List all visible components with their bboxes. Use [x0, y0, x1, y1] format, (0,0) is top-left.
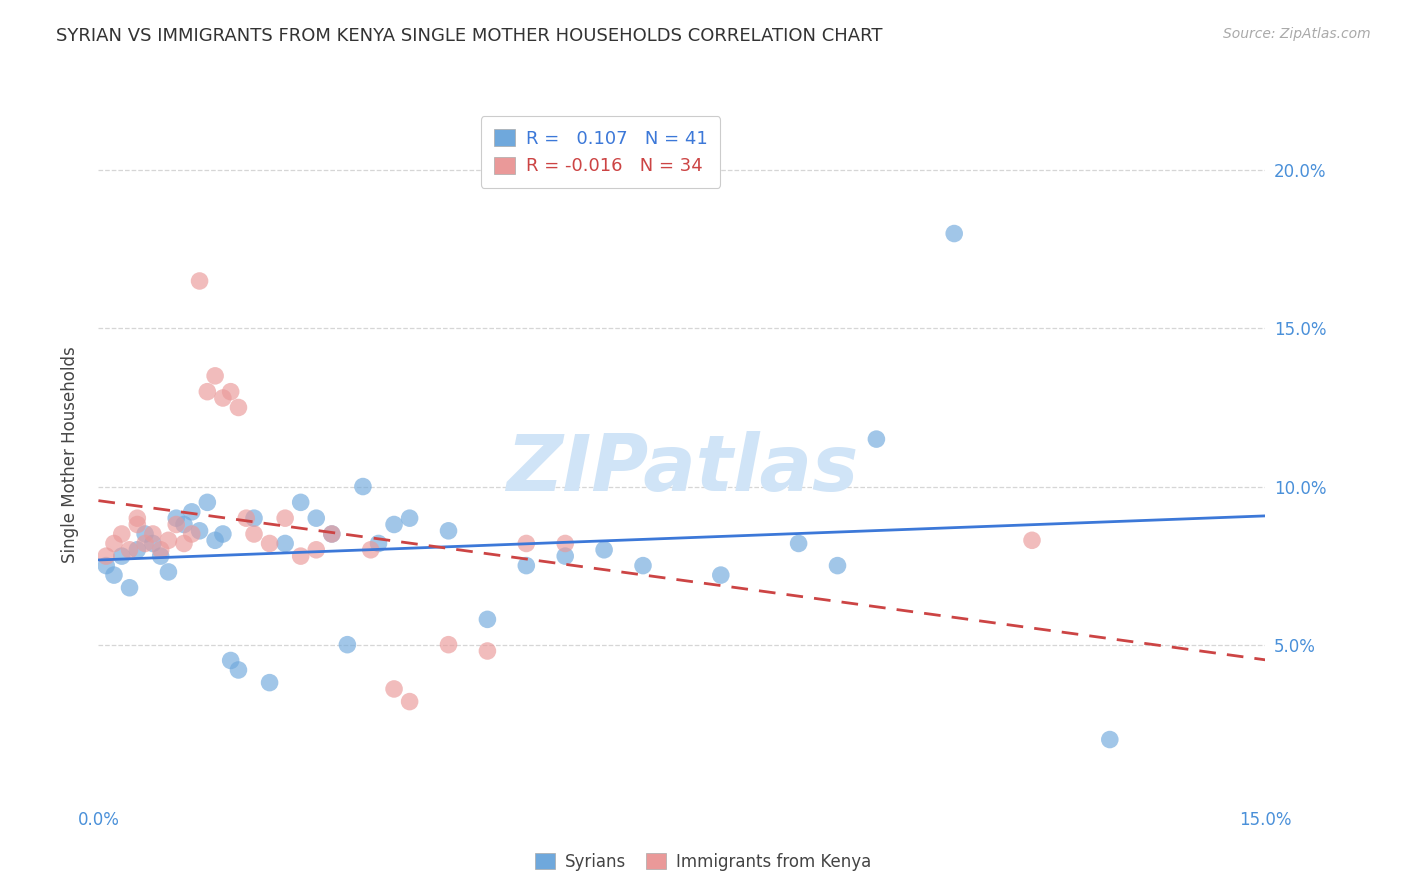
Point	[118, 542, 141, 557]
Point	[274, 511, 297, 525]
Point	[212, 527, 235, 541]
Point	[212, 391, 235, 405]
Point	[554, 549, 576, 563]
Point	[134, 527, 156, 541]
Point	[398, 695, 420, 709]
Point	[437, 638, 460, 652]
Point	[943, 227, 966, 241]
Point	[290, 495, 312, 509]
Point	[1098, 732, 1121, 747]
Text: SYRIAN VS IMMIGRANTS FROM KENYA SINGLE MOTHER HOUSEHOLDS CORRELATION CHART: SYRIAN VS IMMIGRANTS FROM KENYA SINGLE M…	[56, 27, 883, 45]
Legend: Syrians, Immigrants from Kenya: Syrians, Immigrants from Kenya	[526, 845, 880, 880]
Point	[515, 536, 537, 550]
Text: ZIPatlas: ZIPatlas	[506, 431, 858, 507]
Point	[259, 536, 281, 550]
Point	[352, 479, 374, 493]
Point	[96, 549, 118, 563]
Point	[321, 527, 343, 541]
Point	[865, 432, 887, 446]
Point	[228, 401, 250, 415]
Point	[127, 517, 149, 532]
Point	[195, 384, 218, 399]
Point	[180, 505, 202, 519]
Y-axis label: Single Mother Households: Single Mother Households	[60, 347, 79, 563]
Point	[305, 511, 328, 525]
Point	[195, 495, 218, 509]
Point	[305, 542, 328, 557]
Point	[593, 542, 616, 557]
Point	[515, 558, 537, 573]
Point	[165, 511, 187, 525]
Point	[219, 384, 242, 399]
Point	[204, 368, 226, 383]
Point	[398, 511, 420, 525]
Point	[118, 581, 141, 595]
Point	[219, 653, 242, 667]
Point	[787, 536, 810, 550]
Point	[127, 542, 149, 557]
Point	[243, 527, 266, 541]
Point	[367, 536, 389, 550]
Point	[1021, 533, 1043, 548]
Point	[554, 536, 576, 550]
Point	[382, 681, 405, 696]
Point	[243, 511, 266, 525]
Point	[127, 511, 149, 525]
Point	[188, 274, 211, 288]
Point	[173, 517, 195, 532]
Point	[111, 549, 134, 563]
Point	[827, 558, 849, 573]
Point	[142, 527, 165, 541]
Point	[477, 644, 499, 658]
Point	[437, 524, 460, 538]
Point	[228, 663, 250, 677]
Point	[180, 527, 202, 541]
Point	[360, 542, 382, 557]
Point	[290, 549, 312, 563]
Point	[188, 524, 211, 538]
Point	[134, 536, 156, 550]
Point	[382, 517, 405, 532]
Point	[149, 542, 172, 557]
Point	[103, 568, 125, 582]
Point	[204, 533, 226, 548]
Point	[111, 527, 134, 541]
Point	[149, 549, 172, 563]
Point	[157, 565, 180, 579]
Point	[274, 536, 297, 550]
Text: Source: ZipAtlas.com: Source: ZipAtlas.com	[1223, 27, 1371, 41]
Point	[173, 536, 195, 550]
Point	[157, 533, 180, 548]
Point	[96, 558, 118, 573]
Point	[142, 536, 165, 550]
Point	[477, 612, 499, 626]
Point	[710, 568, 733, 582]
Point	[103, 536, 125, 550]
Point	[321, 527, 343, 541]
Point	[259, 675, 281, 690]
Point	[336, 638, 359, 652]
Point	[165, 517, 187, 532]
Legend: R =   0.107   N = 41, R = -0.016   N = 34: R = 0.107 N = 41, R = -0.016 N = 34	[481, 116, 720, 188]
Point	[631, 558, 654, 573]
Point	[235, 511, 257, 525]
